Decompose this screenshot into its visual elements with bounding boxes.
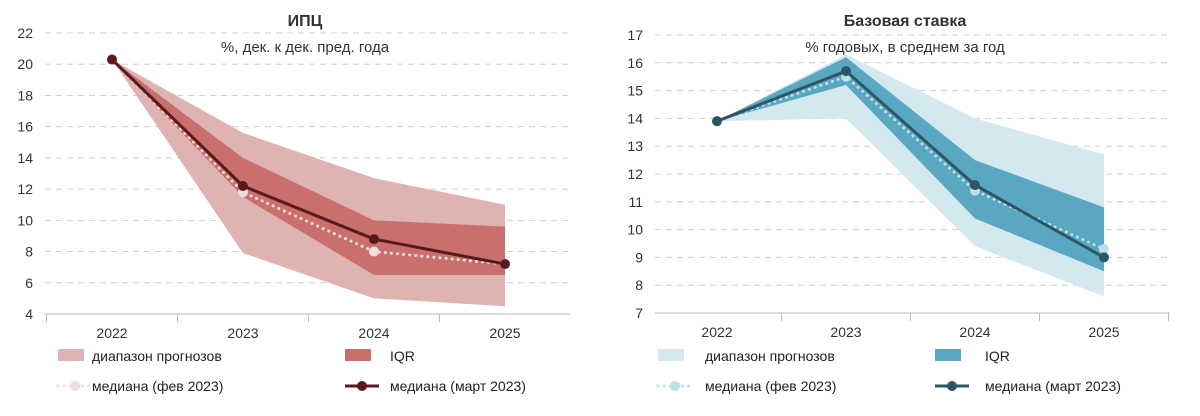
y-tick-label: 17 — [627, 27, 643, 43]
y-tick-label: 12 — [17, 181, 33, 197]
legend-range-swatch — [658, 349, 684, 361]
median-mar-2023-line — [110, 58, 506, 266]
y-tick-label: 7 — [635, 305, 643, 321]
legend-median-feb-marker — [670, 381, 680, 391]
median-mar-2023-point — [712, 116, 722, 127]
y-tick-label: 12 — [627, 166, 643, 182]
median-mar-2023-point — [841, 66, 851, 77]
y-tick-label: 20 — [17, 56, 33, 72]
legend-label: медиана (март 2023) — [985, 378, 1121, 394]
x-tick-label: 2023 — [227, 325, 258, 341]
legend-median-mar-marker — [947, 381, 957, 391]
median-mar-2023-point — [970, 180, 980, 191]
x-tick-label: 2022 — [96, 325, 127, 341]
median-feb-2023-point — [1099, 244, 1109, 255]
y-tick-label: 8 — [635, 277, 643, 293]
legend-iqr-swatch — [935, 349, 961, 361]
legend-median-mar-marker — [357, 381, 367, 391]
y-tick-label: 10 — [17, 212, 33, 228]
y-tick-label: 10 — [627, 222, 643, 238]
x-tick-label: 2022 — [701, 324, 732, 340]
x-tick-label: 2024 — [959, 324, 990, 340]
median-feb-2023-point — [369, 246, 379, 257]
legend-iqr-swatch — [345, 349, 371, 361]
iqr-band — [112, 59, 505, 275]
y-tick-label: 16 — [17, 119, 33, 135]
y-tick-label: 8 — [25, 244, 33, 260]
chart-subtitle: % годовых, в среднем за год — [805, 39, 1005, 56]
legend-median-feb-marker — [70, 381, 80, 391]
legend-label: медиана (фев 2023) — [92, 378, 223, 394]
x-tick-label: 2024 — [358, 325, 389, 341]
y-tick-label: 14 — [627, 110, 643, 126]
x-tick-label: 2025 — [1088, 324, 1119, 340]
y-tick-label: 15 — [627, 83, 643, 99]
cpi-chart: ИПЦ %, дек. к дек. пред. года 4 6 8 10 12 14 16 1… — [17, 13, 570, 394]
key-rate-chart: Базовая ставка % годовых, в среднем за го… — [627, 13, 1170, 394]
y-tick-label: 13 — [627, 138, 643, 154]
legend-label: медиана (фев 2023) — [705, 378, 836, 394]
y-tick-label: 16 — [627, 55, 643, 71]
x-tick-label: 2025 — [489, 325, 520, 341]
y-tick-label: 4 — [25, 306, 33, 322]
cpi-chart-panel: ИПЦ %, дек. к дек. пред. года 4 6 8 10 12 14 16 1… — [17, 13, 570, 394]
legend-label: медиана (март 2023) — [390, 378, 526, 394]
median-mar-2023-line — [716, 69, 1105, 259]
median-mar-2023-point — [107, 54, 117, 65]
y-tick-label: 6 — [25, 275, 33, 291]
median-mar-2023-point — [238, 180, 248, 191]
legend-range-swatch — [58, 349, 84, 361]
legend-label: диапазон прогнозов — [92, 348, 222, 364]
median-mar-2023-point — [1099, 252, 1109, 263]
chart-title: ИПЦ — [288, 13, 323, 30]
x-tick-label: 2023 — [830, 324, 861, 340]
y-tick-label: 22 — [17, 25, 33, 41]
chart-title: Базовая ставка — [844, 13, 967, 30]
median-feb-2023-line — [110, 58, 507, 266]
key-rate-chart-panel: Базовая ставка % годовых, в среднем за го… — [600, 0, 1200, 416]
iqr-band — [717, 57, 1104, 272]
y-tick-label: 14 — [17, 150, 33, 166]
y-tick-label: 11 — [628, 194, 643, 210]
median-mar-2023-point — [369, 234, 379, 245]
forecast-range-band — [717, 54, 1104, 297]
legend-label: IQR — [390, 348, 415, 364]
chart-subtitle: %, дек. к дек. пред. года — [221, 39, 390, 56]
y-tick-label: 18 — [17, 87, 33, 103]
legend-label: диапазон прогнозов — [705, 348, 835, 364]
y-tick-label: 9 — [635, 249, 643, 265]
median-mar-2023-point — [500, 259, 510, 270]
legend-label: IQR — [985, 348, 1010, 364]
